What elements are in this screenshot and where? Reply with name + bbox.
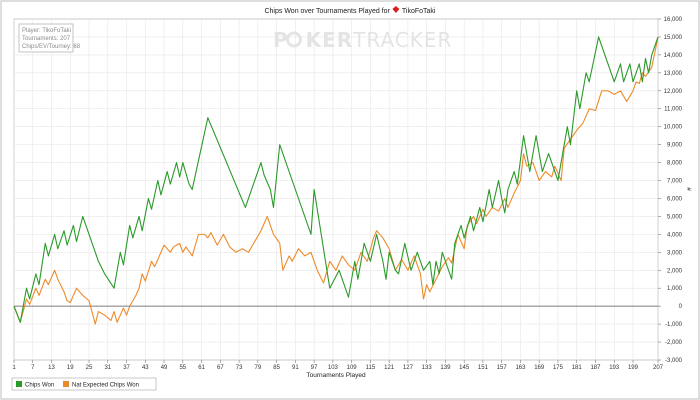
x-tick-label: 1	[12, 365, 16, 371]
series-line-expected-chips-won	[13, 36, 659, 325]
player-flag-icon	[392, 6, 400, 13]
x-tick-label: 139	[440, 365, 451, 371]
x-tick-label: 61	[198, 365, 205, 371]
watermark-chip-icon	[290, 28, 306, 52]
legend: Chips Won Nat Expected Chips Won	[11, 377, 157, 391]
series-lines	[13, 36, 659, 325]
chart-title-player: TikoFoTaki	[402, 8, 436, 15]
x-tick-label: 121	[384, 365, 395, 371]
x-tick-label: 163	[515, 365, 526, 371]
x-axis-ticks: 1 7 13 19 25 31 37 43 49 55 61 67 73 79 85 91 97 103 109 11…	[12, 360, 664, 371]
x-tick-label: 55	[179, 365, 186, 371]
legend-swatch-chips-won	[16, 381, 22, 387]
y-tick-label: 8,000	[667, 161, 683, 167]
info-box-frame	[18, 23, 74, 53]
y-tick-label: 10,000	[664, 125, 683, 131]
x-tick-label: 175	[553, 365, 564, 371]
x-tick-label: 207	[653, 365, 664, 371]
x-axis-title: Tournaments Played	[306, 372, 366, 379]
x-tick-label: 49	[161, 365, 168, 371]
chart-title-group: Chips Won over Tournaments Played for Ti…	[264, 6, 436, 15]
info-box: Player: TikoFoTaki Tournaments: 207 Chip…	[18, 23, 81, 53]
y-tick-label: 14,000	[664, 53, 683, 59]
legend-frame	[11, 377, 157, 391]
x-tick-label: 127	[403, 365, 414, 371]
legend-label-chips-won: Chips Won	[25, 383, 54, 389]
x-tick-label: 169	[534, 365, 545, 371]
x-tick-label: 157	[497, 365, 508, 371]
y-tick-label: 16,000	[664, 17, 683, 23]
y-tick-label: 2,000	[667, 268, 683, 274]
x-tick-label: 31	[104, 365, 111, 371]
y-tick-label: -1,000	[665, 322, 683, 328]
gridlines	[13, 18, 659, 361]
info-player: Player: TikoFoTaki	[22, 28, 71, 34]
watermark-part-3: TRACKER	[352, 28, 452, 52]
x-tick-label: 145	[459, 365, 470, 371]
info-chips-ev: Chips/EV/Tourney: 68	[22, 44, 81, 50]
x-tick-label: 181	[572, 365, 583, 371]
x-tick-label: 7	[31, 365, 35, 371]
y-tick-label: 9,000	[667, 143, 683, 149]
y-tick-label: 6,000	[667, 196, 683, 202]
x-tick-label: 37	[123, 365, 130, 371]
y-tick-label: -2,000	[665, 340, 683, 346]
x-tick-label: 115	[366, 365, 376, 371]
y-axis-ticks: -3,000 -2,000 -1,000 0 1,000 2,000 3,000 4,000 5…	[658, 17, 683, 364]
legend-swatch-expected	[63, 381, 69, 387]
y-tick-label: 12,000	[664, 89, 683, 95]
x-tick-label: 85	[273, 365, 280, 371]
x-tick-label: 133	[422, 365, 433, 371]
y-tick-label: -3,000	[665, 358, 683, 364]
y-axis-title: #	[685, 187, 692, 191]
y-tick-label: 5,000	[667, 214, 683, 220]
x-tick-label: 43	[142, 365, 149, 371]
y-tick-label: 4,000	[667, 232, 683, 238]
x-tick-label: 199	[628, 365, 639, 371]
watermark-part-2: KER	[306, 28, 354, 52]
watermark-part-1: P	[273, 28, 289, 52]
x-tick-label: 67	[217, 365, 224, 371]
series-line-chips-won	[13, 36, 659, 323]
x-tick-label: 13	[48, 365, 55, 371]
x-tick-label: 109	[347, 365, 358, 371]
x-tick-label: 73	[236, 365, 243, 371]
y-tick-label: 13,000	[664, 71, 683, 77]
y-tick-label: 3,000	[667, 250, 683, 256]
x-tick-label: 19	[67, 365, 74, 371]
x-tick-label: 187	[590, 365, 601, 371]
x-tick-label: 79	[255, 365, 262, 371]
x-tick-label: 25	[86, 365, 93, 371]
x-tick-label: 97	[311, 365, 318, 371]
chart-title: Chips Won over Tournaments Played for	[264, 8, 390, 15]
x-tick-label: 91	[292, 365, 299, 371]
watermark-chip-circle	[286, 31, 302, 48]
y-tick-label: 1,000	[667, 286, 683, 292]
watermark-text: P KERTRACKER	[273, 28, 452, 52]
pokertracker-watermark: P KERTRACKER	[273, 28, 452, 52]
y-tick-label: 11,000	[664, 107, 683, 113]
plot-area	[13, 18, 659, 361]
y-tick-label: 15,000	[664, 35, 683, 41]
x-tick-label: 103	[328, 365, 339, 371]
legend-label-expected: Nat Expected Chips Won	[72, 383, 139, 389]
y-tick-label: 7,000	[667, 179, 683, 185]
x-tick-label: 151	[478, 365, 489, 371]
info-tournaments: Tournaments: 207	[22, 36, 71, 42]
x-tick-label: 193	[609, 365, 620, 371]
y-tick-label: 0	[679, 304, 683, 310]
